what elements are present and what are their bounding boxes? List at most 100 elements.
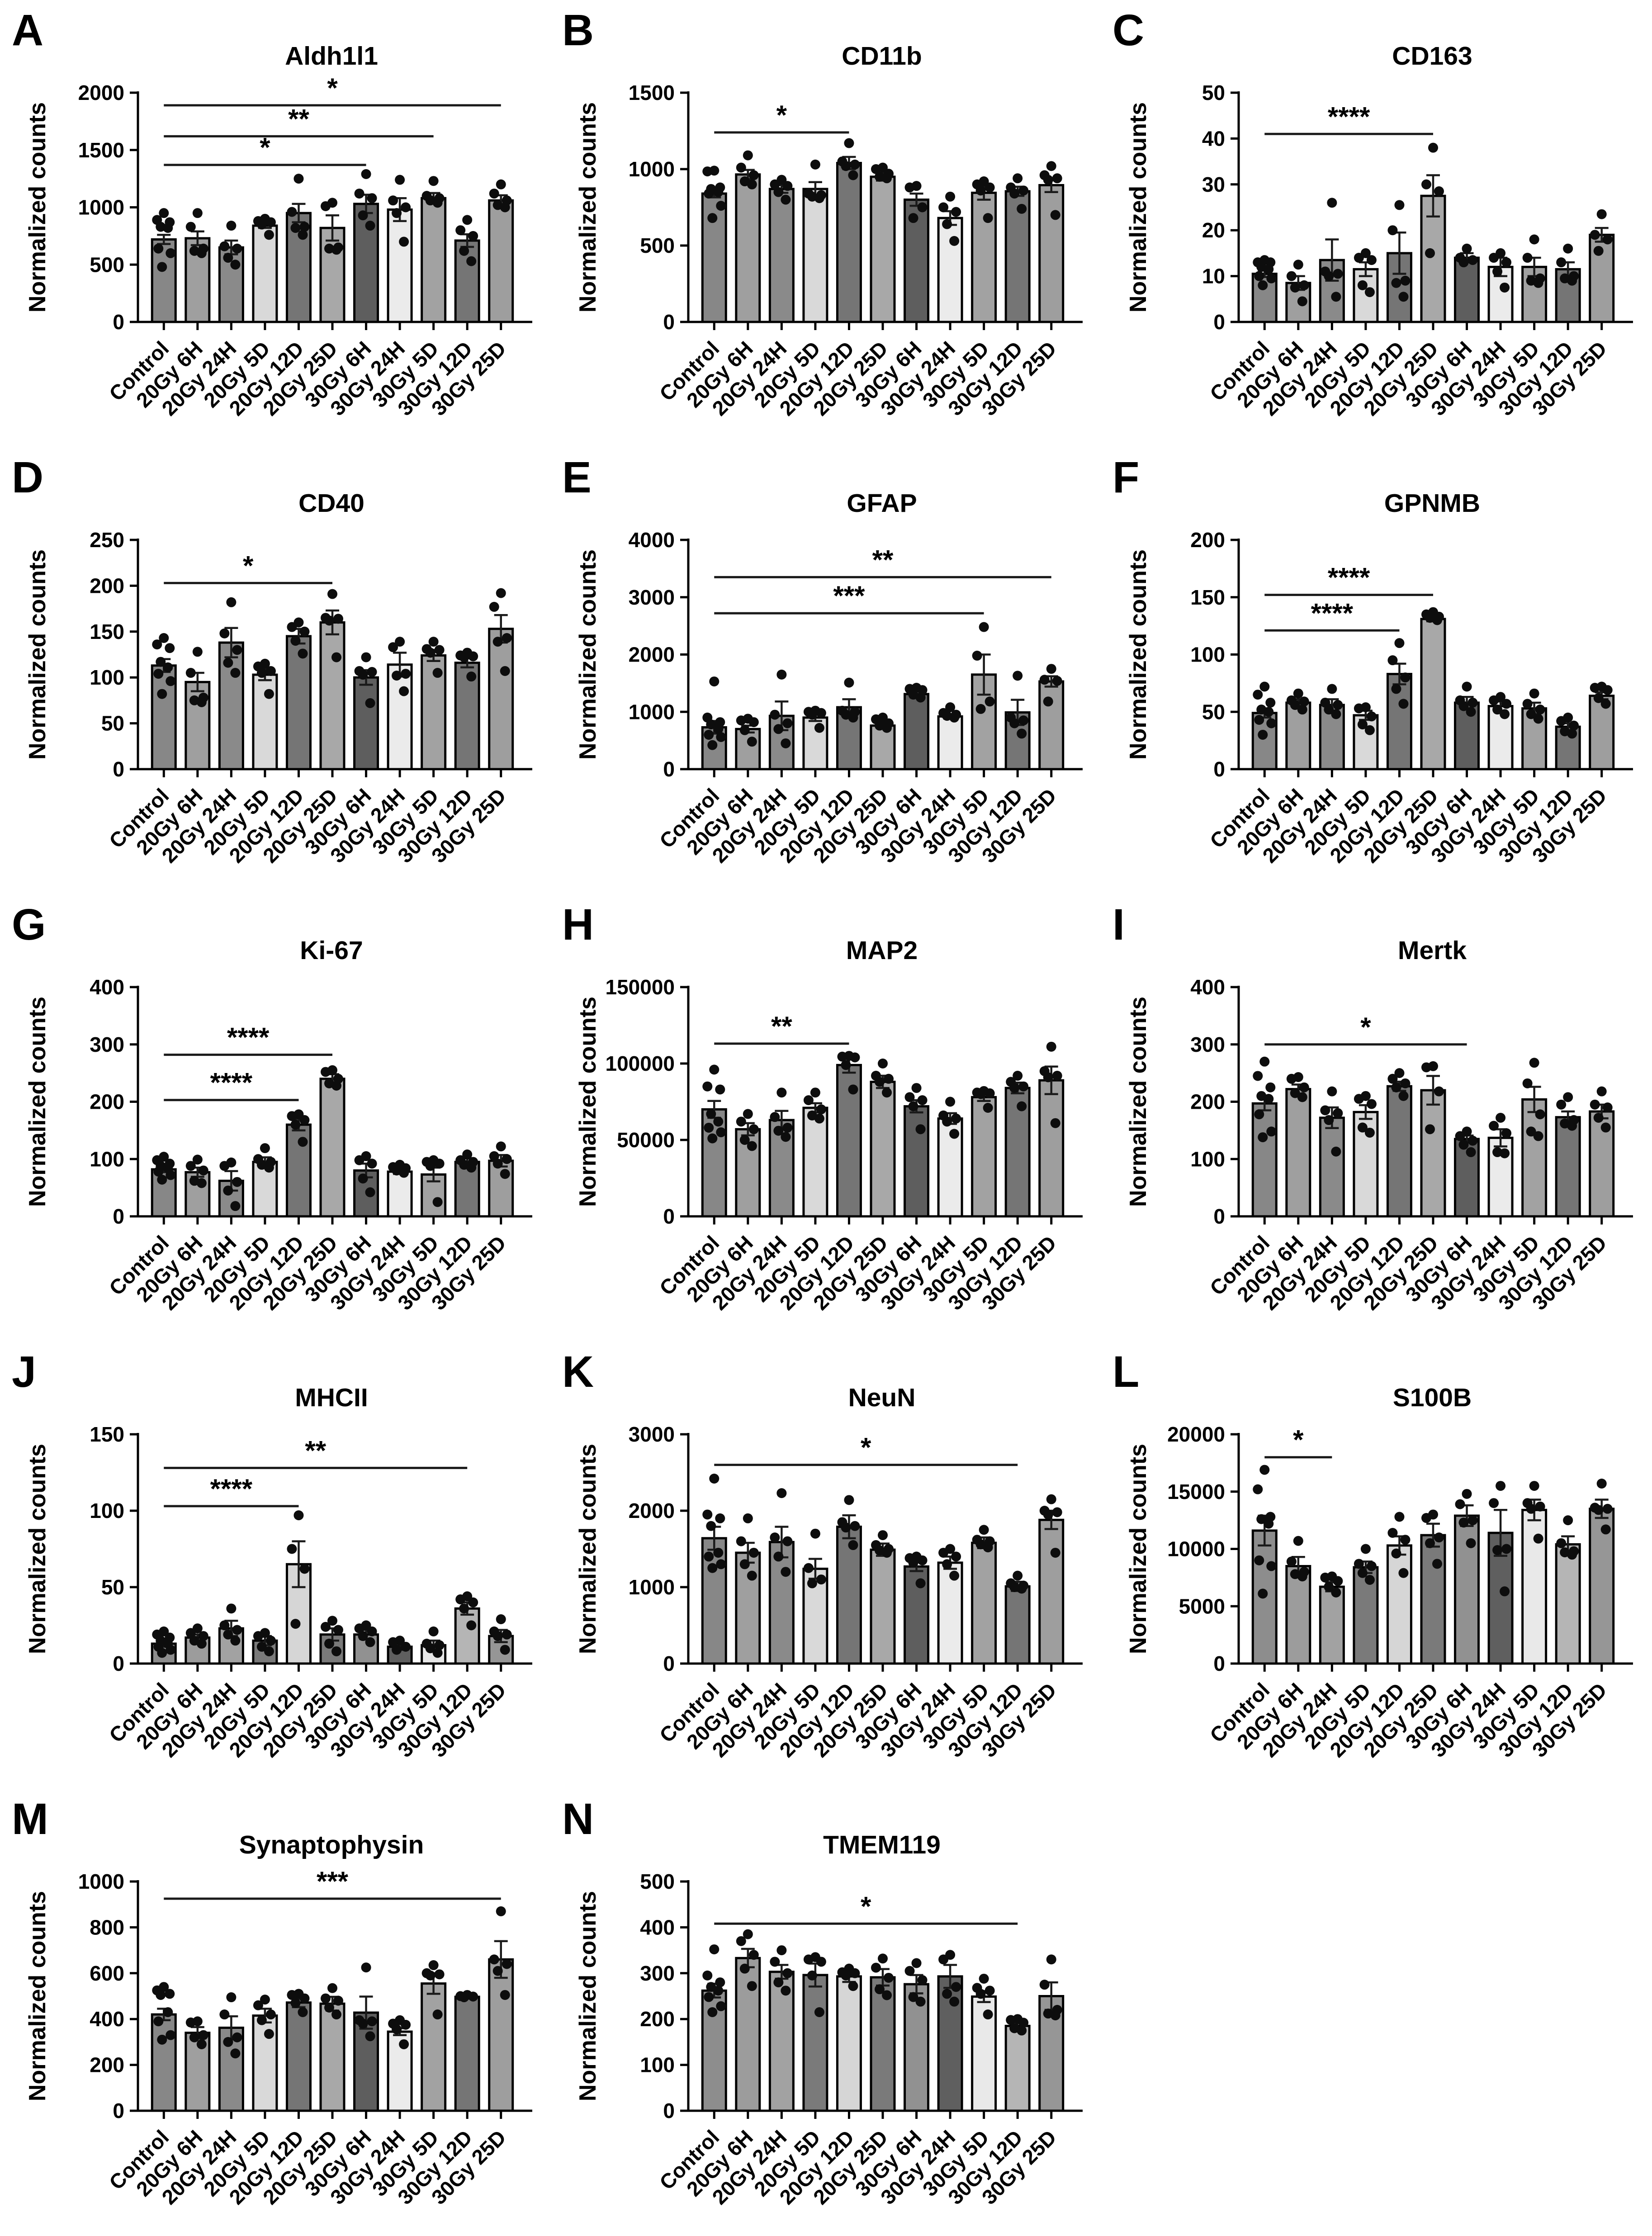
y-axis-ticks: 0 100 200 300 400 [90,975,138,1228]
bar-20Gy 25D [870,1081,896,1218]
panel-s100b: L S100B 0 5000 10000 15000 20000 Normalized c… [1101,1342,1651,1789]
bar-chart-neun: 0 1000 2000 3000 Normalized counts Control20G… [575,1423,1083,1762]
svg-text:50: 50 [1202,81,1225,104]
svg-text:20000: 20000 [1167,1423,1225,1446]
svg-text:2000: 2000 [629,1499,675,1522]
bar-chart-tmem119: 0 100 200 300 400 500 Normalized counts Control… [575,1870,1083,2209]
svg-text:500: 500 [90,253,124,276]
y-axis-ticks: 0 10 20 30 40 50 [1202,81,1239,334]
svg-text:****: **** [1311,598,1354,628]
bar-chart-synaptophysin: 0 200 400 600 800 1000 Normalized counts Contro… [24,1866,532,2209]
svg-text:****: **** [227,1022,270,1053]
significance-annotations: **** **** [164,1022,332,1101]
panel-letter: J [12,1347,36,1396]
svg-text:*: * [260,132,270,163]
panel-title: CD11b [842,42,922,71]
svg-text:0: 0 [113,1652,124,1675]
significance-annotations: **** [1264,101,1433,135]
svg-text:****: **** [210,1068,253,1098]
panel-letter: M [12,1794,48,1844]
bar-20Gy 24H [1319,1585,1345,1665]
significance-annotations: * [1264,1012,1467,1046]
svg-text:0: 0 [1213,310,1225,334]
y-axis-ticks: 0 1000 2000 3000 [629,1423,688,1675]
bar-20Gy 6H [735,173,761,323]
svg-text:1000: 1000 [629,157,675,181]
svg-text:300: 300 [90,1033,124,1056]
panel-mhcii: J MHCII 0 50 100 150 Normalized counts Contro… [0,1342,550,1789]
panel-title: GPNMB [1384,489,1481,518]
svg-text:300: 300 [1190,1033,1225,1056]
bar-30Gy 5D [1521,1508,1548,1665]
svg-text:****: **** [1328,101,1370,132]
svg-text:****: **** [210,1474,253,1504]
bar-chart-gfap: 0 1000 2000 3000 4000 Normalized counts Contro… [575,528,1083,867]
bar-30Gy 6H [353,676,379,771]
panel-title: Synaptophysin [239,1830,424,1860]
panel-letter: I [1112,900,1125,949]
panel-cd163: C CD163 0 10 20 30 40 50 Normalized counts Cont… [1101,0,1651,447]
bar-30Gy 6H [904,693,930,771]
bar-30Gy 5D [1521,1098,1548,1218]
bar-30Gy 25D [488,199,514,323]
svg-text:300: 300 [640,1962,675,1985]
svg-text:1000: 1000 [629,1575,675,1599]
svg-text:0: 0 [663,310,675,334]
bar-20Gy 6H [735,1551,761,1665]
bar-chart-aldh1l1: 0 500 1000 1500 2000 Normalized counts Control… [24,73,532,420]
bar-20Gy 12D [285,635,312,771]
svg-text:150000: 150000 [606,975,675,999]
bar-30Gy 24H [387,663,413,771]
svg-text:0: 0 [1213,757,1225,781]
bar-30Gy 24H [937,715,963,771]
bar-30Gy 25D [1038,1079,1065,1218]
bar-20Gy 5D [252,673,278,771]
svg-text:**: ** [771,1011,792,1041]
panel-title: S100B [1392,1383,1472,1413]
svg-text:*: * [243,550,254,581]
y-axis-ticks: 0 500 1000 1500 2000 [78,81,138,334]
panel-title: MAP2 [846,936,918,965]
panel-letter: L [1112,1347,1140,1396]
bar-20Gy 25D [1420,1089,1446,1218]
bar-30Gy 12D [1555,1116,1581,1218]
svg-text:0: 0 [113,757,124,781]
svg-text:*: * [1293,1425,1304,1455]
bar-30Gy 12D [1004,2024,1031,2112]
svg-text:400: 400 [1190,975,1225,999]
bar-20Gy 25D [319,2002,346,2112]
svg-text:600: 600 [90,1962,124,1985]
svg-text:100: 100 [1190,1147,1225,1171]
bar-20Gy 25D [319,1078,346,1218]
data-points [1253,1465,1613,1599]
panel-mertk: I Mertk 0 100 200 300 400 Normalized counts Co… [1101,894,1651,1342]
bar-20Gy 5D [252,224,278,323]
y-axis-label: Normalized counts [575,549,601,760]
data-points [1253,142,1613,307]
bar-20Gy 5D [252,1161,278,1218]
bar-30Gy 5D [421,197,447,323]
significance-annotations: ***** [714,544,1051,615]
data-points [152,1510,512,1658]
svg-text:20: 20 [1202,218,1225,242]
data-points [702,1041,1062,1151]
panel-cd11b: B CD11b 0 500 1000 1500 Normalized counts Con… [550,0,1101,447]
bar-20Gy 6H [1285,1088,1311,1218]
panel-letter: F [1112,453,1140,502]
bar-30Gy 25D [1038,680,1065,771]
bar-20Gy 12D [1386,1544,1412,1665]
svg-text:5000: 5000 [1179,1594,1225,1618]
panel-map2: H MAP2 0 50000 100000 150000 Normalized coun… [550,894,1101,1342]
panel-aldh1l1: A Aldh1l1 0 500 1000 1500 2000 Normalized cou… [0,0,550,447]
y-axis-label: Normalized counts [575,102,601,312]
svg-text:3000: 3000 [629,1423,675,1446]
panel-title: MHCII [295,1383,368,1413]
bar-20Gy 6H [735,1957,761,2112]
svg-text:0: 0 [113,2099,124,2123]
bar-chart-mertk: 0 100 200 300 400 Normalized counts Control20G… [1125,975,1633,1314]
